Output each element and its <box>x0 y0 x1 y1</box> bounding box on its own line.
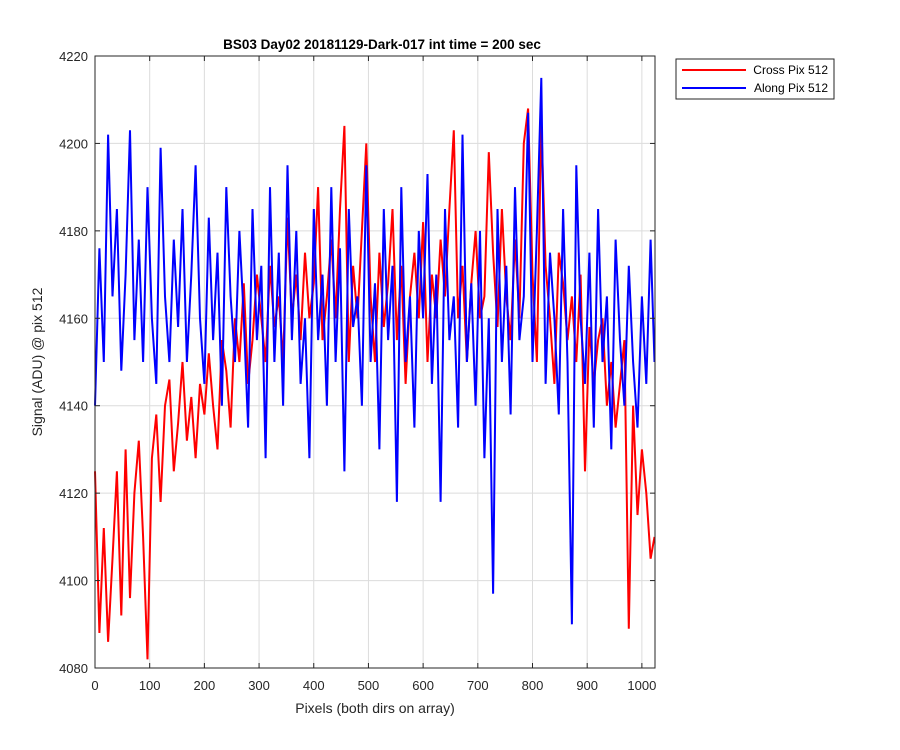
x-tick-label: 100 <box>139 678 161 693</box>
x-tick-label: 900 <box>576 678 598 693</box>
series-layer <box>94 77 656 660</box>
y-tick-label: 4080 <box>59 661 88 676</box>
x-tick-label: 700 <box>467 678 489 693</box>
plot-frame <box>94 55 656 669</box>
x-tick-label: 1000 <box>627 678 656 693</box>
y-axis-title: Signal (ADU) @ pix 512 <box>29 287 45 436</box>
axis-ticks: 0 100 200 300 400 500 600 700 800 900 1000 4080 4100… <box>59 49 656 693</box>
y-tick-label: 4200 <box>59 136 88 151</box>
x-tick-label: 400 <box>303 678 325 693</box>
y-tick-label: 4220 <box>59 49 88 64</box>
legend-box <box>675 58 835 100</box>
y-tick-label: 4100 <box>59 574 88 589</box>
x-axis-title: Pixels (both dirs on array) <box>295 700 455 716</box>
x-tick-label: 300 <box>248 678 270 693</box>
x-tick-label: 200 <box>194 678 216 693</box>
y-tick-label: 4180 <box>59 224 88 239</box>
legend: Cross Pix 512 Along Pix 512 <box>675 58 835 100</box>
series-line-along-pix-512 <box>94 77 656 625</box>
x-tick-label: 600 <box>412 678 434 693</box>
x-tick-label: 0 <box>91 678 98 693</box>
chart-title: BS03 Day02 20181129-Dark-017 int time = … <box>223 37 541 52</box>
y-tick-label: 4160 <box>59 311 88 326</box>
legend-label-along: Along Pix 512 <box>754 81 828 95</box>
x-tick-label: 500 <box>358 678 380 693</box>
x-tick-label: 800 <box>522 678 544 693</box>
y-tick-label: 4120 <box>59 486 88 501</box>
y-tick-label: 4140 <box>59 399 88 414</box>
legend-label-cross: Cross Pix 512 <box>753 63 828 77</box>
